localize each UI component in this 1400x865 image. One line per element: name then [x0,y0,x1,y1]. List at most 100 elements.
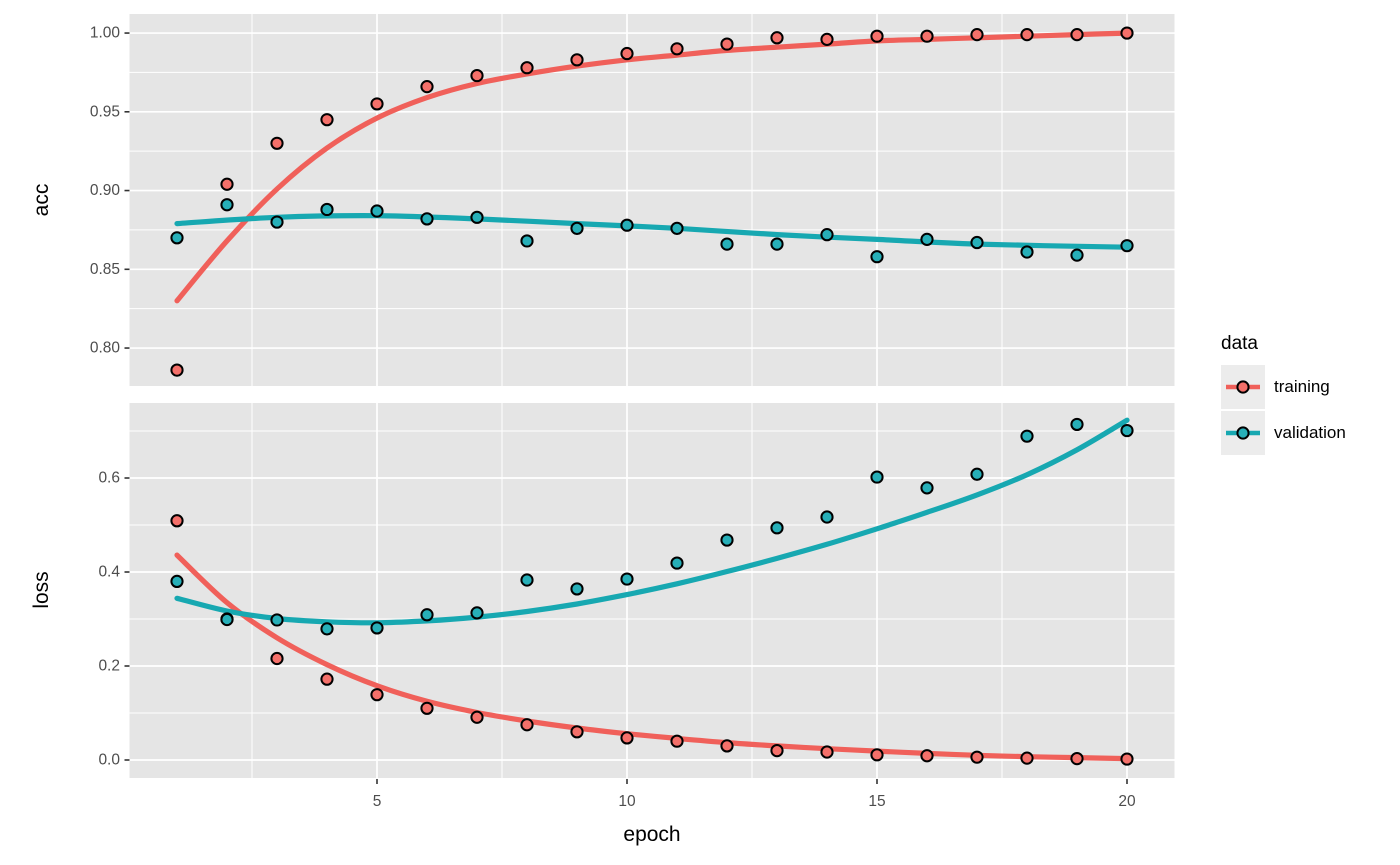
data-point-validation [470,210,484,224]
data-point-training [320,113,334,127]
data-point-validation [270,215,284,229]
data-point-training [320,672,334,686]
data-point-validation [1020,245,1034,259]
data-point-training [470,68,484,83]
data-point-validation [1120,239,1134,253]
legend: data training validation [1221,333,1346,457]
panel-loss: 0.6 0.4 0.2 0.0 [98,403,1175,778]
data-point-training [620,731,634,745]
data-point-training [270,136,284,150]
data-point-training [370,97,384,111]
x-axis-title-epoch: epoch [623,823,681,846]
data-point-training [620,46,634,61]
data-point-training [370,688,384,702]
data-point-validation [1070,248,1084,262]
y-tick-label: 0.90 [90,182,121,199]
data-point-validation [320,202,334,217]
data-point-validation [570,221,584,235]
x-tick-label: 10 [618,793,636,810]
data-point-validation [470,606,484,620]
data-point-validation [220,198,234,212]
data-point-validation [670,221,684,235]
data-point-training [870,748,884,762]
data-point-validation [520,234,534,248]
data-point-validation [920,481,934,495]
x-tick-label: 20 [1118,793,1136,810]
data-point-training [220,177,234,191]
data-point-training [520,61,534,75]
data-point-training [970,28,984,42]
y-tick-label: 0.85 [90,261,120,278]
data-point-validation [720,533,734,547]
panel-background [129,14,1175,386]
y-tick-label: 0.80 [90,340,121,357]
legend-label-validation: validation [1274,423,1346,442]
data-point-validation [420,608,434,622]
legend-title: data [1221,333,1258,354]
data-point-validation [820,510,834,524]
panel-acc: 1.00 0.95 0.90 0.85 0.80 [90,14,1175,386]
data-point-validation [620,218,634,232]
data-point-training [1070,751,1084,766]
data-point-training [1020,751,1034,765]
smooth-line-training [174,30,1130,304]
data-point-validation [920,232,934,246]
x-tick-label: 15 [868,793,885,810]
data-point-training [970,750,984,764]
data-point-validation [720,237,734,251]
data-point-validation [970,467,984,481]
y-tick-label: 0.6 [98,470,120,487]
smooth-line-validation [174,213,1130,250]
data-point-training [920,749,934,763]
data-point-validation [520,573,534,587]
legend-label-training: training [1274,377,1330,396]
y-axis-title-acc: acc [30,183,53,217]
data-point-training [820,32,834,46]
data-point-validation [670,556,684,570]
data-point-validation [770,521,784,535]
data-point-training [720,739,734,753]
data-point-training [570,725,584,739]
data-point-training [170,363,184,377]
data-point-training [920,29,934,43]
validation-legend-key-icon [1221,411,1265,455]
data-point-training [720,37,734,51]
data-point-training [270,651,284,666]
data-point-validation [170,574,184,589]
y-tick-label: 0.0 [98,751,120,768]
y-tick-label: 1.00 [90,25,121,42]
smooth-line-validation [174,417,1130,626]
x-tick-label: 5 [373,793,382,810]
data-point-training [870,29,884,43]
data-point-validation [620,572,634,586]
legend-item-validation: validation [1221,411,1346,455]
data-point-training [420,701,434,715]
data-point-validation [370,204,384,218]
data-point-validation [1070,417,1084,432]
data-point-training [170,514,184,528]
data-point-training [1020,28,1034,42]
data-point-validation [1120,423,1134,438]
data-point-validation [770,237,784,251]
data-point-training [1070,28,1084,42]
data-point-training [570,53,584,67]
data-point-validation [320,622,334,636]
y-tick-label: 0.2 [98,658,120,675]
data-point-validation [1020,429,1034,443]
data-point-training [770,31,784,45]
y-axis-title-loss: loss [30,571,53,609]
data-point-training [670,734,684,748]
data-point-validation [570,582,584,596]
data-point-validation [820,228,834,242]
data-point-validation [170,231,184,245]
y-tick-label: 0.95 [90,103,120,120]
data-point-validation [870,250,884,264]
data-point-validation [420,212,434,226]
data-point-training [820,745,834,759]
data-point-validation [270,613,284,627]
data-point-validation [370,621,384,635]
y-tick-label: 0.4 [98,564,120,581]
data-point-training [470,710,484,724]
